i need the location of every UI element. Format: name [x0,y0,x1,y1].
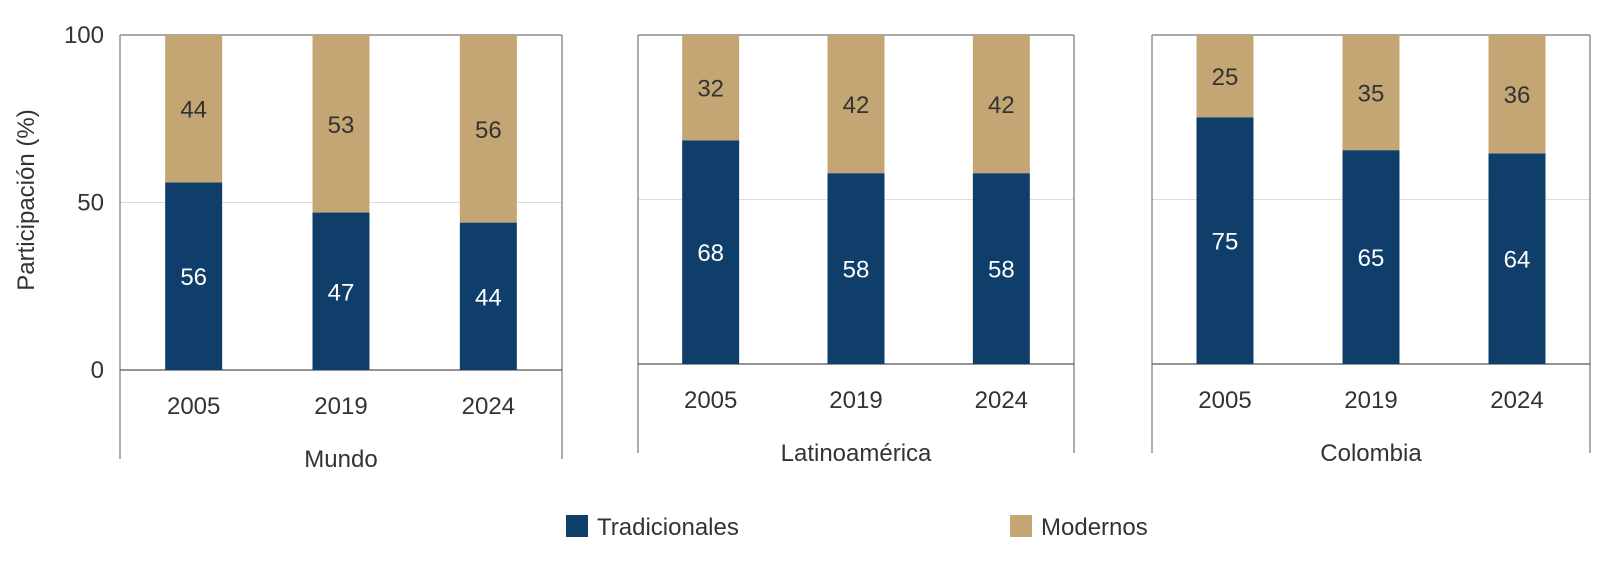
data-label-tradicionales-2005: 56 [180,264,207,291]
bar-modernos-2024 [1488,35,1546,154]
legend-label: Tradicionales [597,514,739,541]
data-label-tradicionales-2024: 64 [1504,247,1531,274]
data-label-modernos-2019: 42 [843,92,870,119]
bar-tradicionales-2024 [1488,153,1546,364]
bar-tradicionales-2024 [972,173,1030,364]
bar-modernos-2005 [165,35,223,183]
bar-tradicionales-2005 [1196,117,1254,364]
bar-tradicionales-2019 [827,173,885,364]
x-tick-label: 2005 [684,387,737,414]
legend-swatch [1010,515,1032,537]
x-tick-label: 2005 [167,393,220,420]
legend-label: Modernos [1041,514,1148,541]
bar-tradicionales-2005 [165,182,223,370]
bar-modernos-2024 [459,35,517,223]
y-tick-label: 100 [64,22,104,49]
x-tick-label: 2019 [1344,387,1397,414]
bar-modernos-2024 [972,35,1030,174]
data-label-tradicionales-2005: 75 [1212,229,1239,256]
group-label: Mundo [304,446,377,473]
data-label-modernos-2024: 56 [475,117,502,144]
bar-modernos-2005 [682,35,740,141]
x-tick-label: 2019 [314,393,367,420]
panel-latinoamrica: 68 32 2005 58 42 2019 58 42 2024 Latinoamérica [637,34,1075,467]
bar-modernos-2005 [1196,35,1254,118]
data-label-modernos-2005: 32 [697,76,724,103]
bar-tradicionales-2024 [459,222,517,370]
data-label-tradicionales-2024: 58 [988,257,1015,284]
data-label-tradicionales-2019: 47 [328,279,355,306]
data-label-tradicionales-2019: 65 [1358,245,1385,272]
data-label-tradicionales-2024: 44 [475,284,502,311]
bar-modernos-2019 [827,35,885,174]
legend: Tradicionales Modernos [566,514,1148,541]
data-label-modernos-2005: 25 [1212,64,1239,91]
x-tick-label: 2024 [975,387,1028,414]
chart-panels: 0 50 100 56 44 2005 47 53 2019 44 56 2024 Mundo 68 32 2… [64,22,1591,473]
bar-tradicionales-2019 [312,212,370,370]
panel-colombia: 75 25 2005 65 35 2019 64 36 2024 Colombia [1151,34,1591,467]
data-label-modernos-2019: 53 [328,112,355,139]
group-label: Latinoamérica [781,440,932,467]
data-label-modernos-2024: 36 [1504,82,1531,109]
data-label-modernos-2005: 44 [180,97,207,124]
bar-modernos-2019 [1342,35,1400,151]
legend-item-tradicionales: Tradicionales [566,514,739,541]
legend-swatch [566,515,588,537]
x-tick-label: 2019 [829,387,882,414]
data-label-tradicionales-2019: 58 [843,257,870,284]
y-axis-label: Participación (%) [13,109,40,290]
bar-tradicionales-2019 [1342,150,1400,364]
x-tick-label: 2024 [1490,387,1543,414]
bar-tradicionales-2005 [682,140,740,364]
data-label-tradicionales-2005: 68 [697,240,724,267]
y-tick-label: 50 [77,190,104,217]
data-label-modernos-2019: 35 [1358,81,1385,108]
panel-mundo: 0 50 100 56 44 2005 47 53 2019 44 56 2024 Mundo [64,22,563,473]
group-label: Colombia [1320,440,1422,467]
y-tick-label: 0 [91,357,104,384]
legend-item-modernos: Modernos [1010,514,1148,541]
data-label-modernos-2024: 42 [988,92,1015,119]
x-tick-label: 2024 [462,393,515,420]
x-tick-label: 2005 [1198,387,1251,414]
bar-modernos-2019 [312,35,370,213]
